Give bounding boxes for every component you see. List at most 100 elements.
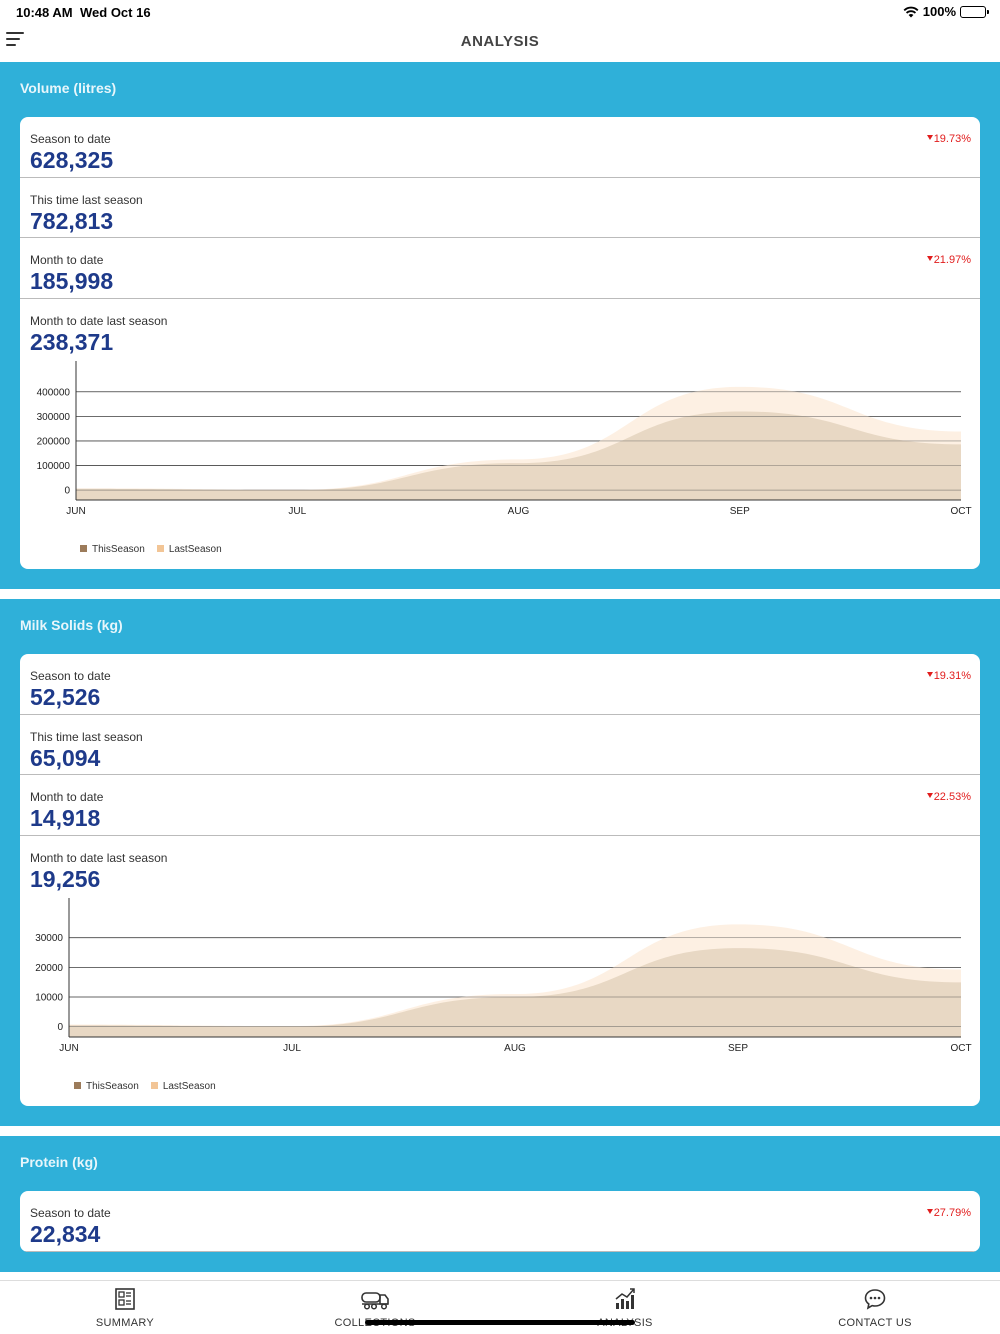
metric-label: Month to date last season xyxy=(30,850,168,865)
x-tick-label: JUL xyxy=(288,506,306,517)
page-title: ANALYSIS xyxy=(460,33,540,50)
x-tick-label: JUN xyxy=(59,1043,78,1054)
metric-value: 14,918 xyxy=(30,805,101,831)
volume-section: Volume (litres) Season to date 628,325 1… xyxy=(0,62,1000,589)
metric-row: This time last season 782,813 xyxy=(20,178,980,238)
legend-item-this-season: ThisSeason xyxy=(74,1081,139,1092)
y-tick-label: 200000 xyxy=(37,436,71,447)
metric-row: Month to date 14,918 22.53% xyxy=(20,775,980,836)
x-tick-label: JUL xyxy=(283,1043,301,1054)
status-right: 100% xyxy=(903,4,989,19)
y-tick-label: 20000 xyxy=(35,963,63,974)
metric-value: 782,813 xyxy=(30,207,114,234)
milk-solids-card: Season to date 52,526 19.31% This time l… xyxy=(20,654,980,1106)
metric-label: Season to date xyxy=(30,132,111,146)
section-title: Milk Solids (kg) xyxy=(20,617,123,633)
legend-label: LastSeason xyxy=(168,543,222,555)
y-tick-label: 30000 xyxy=(35,933,63,944)
change-value: 22.53% xyxy=(933,791,971,803)
change-badge: 21.97% xyxy=(926,254,971,266)
tanker-truck-icon xyxy=(361,1292,389,1310)
y-tick-label: 400000 xyxy=(37,387,71,398)
tab-contact-us[interactable]: CONTACT US xyxy=(750,1281,1000,1334)
y-tick-label: 300000 xyxy=(37,412,71,423)
metric-row: Month to date 185,998 21.97% xyxy=(20,238,980,299)
down-triangle-icon xyxy=(926,793,933,798)
change-value: 19.73% xyxy=(933,133,971,145)
metric-value: 22,834 xyxy=(30,1221,101,1247)
wifi-icon xyxy=(903,6,919,17)
metric-row: Season to date 52,526 19.31% xyxy=(20,654,980,715)
down-triangle-icon xyxy=(926,672,933,677)
metric-row: Season to date 22,834 27.79% xyxy=(20,1191,980,1252)
x-tick-label: SEP xyxy=(730,506,750,517)
x-tick-label: AUG xyxy=(504,1043,526,1054)
change-value: 19.31% xyxy=(933,670,971,682)
x-tick-label: JUN xyxy=(66,506,85,517)
down-triangle-icon xyxy=(926,135,933,140)
metric-label: Season to date xyxy=(30,1206,111,1220)
home-indicator xyxy=(365,1320,635,1325)
change-value: 21.97% xyxy=(933,254,971,266)
metric-row: This time last season 65,094 xyxy=(20,715,980,775)
x-tick-label: OCT xyxy=(950,506,971,517)
metric-label: Month to date xyxy=(30,790,104,804)
metric-value: 19,256 xyxy=(30,865,101,892)
chart-legend: ThisSeason LastSeason xyxy=(20,539,980,559)
section-title: Protein (kg) xyxy=(20,1154,98,1170)
metric-value: 52,526 xyxy=(30,684,101,710)
nav-bar: ANALYSIS xyxy=(0,24,1000,62)
metric-label: Month to date last season xyxy=(30,313,168,328)
tab-label: CONTACT US xyxy=(838,1317,912,1329)
y-tick-label: 0 xyxy=(64,486,70,497)
metric-value: 628,325 xyxy=(30,147,114,173)
status-bar: 10:48 AM Wed Oct 16 100% xyxy=(0,0,1000,24)
metric-label: This time last season xyxy=(30,192,143,207)
metric-row: Month to date last season 19,256 xyxy=(20,836,980,897)
down-triangle-icon xyxy=(926,1209,933,1214)
tab-summary[interactable]: SUMMARY xyxy=(0,1281,250,1334)
chart-legend: ThisSeason LastSeason xyxy=(20,1076,980,1096)
metric-row: Month to date last season 238,371 xyxy=(20,299,980,360)
milk-solids-chart: 0 10000 20000 30000 JUN JUL AUG SEP OCT ThisSeas… xyxy=(20,896,980,1106)
x-tick-label: OCT xyxy=(950,1043,971,1054)
section-title: Volume (litres) xyxy=(20,80,117,96)
y-tick-label: 0 xyxy=(57,1022,63,1033)
bottom-tab-bar: SUMMARY COLLECTIONS ANALYSIS xyxy=(0,1280,1000,1334)
protein-section: Protein (kg) Season to date 22,834 27.79… xyxy=(0,1136,1000,1272)
change-badge: 22.53% xyxy=(926,791,971,803)
milk-solids-area-chart: 0 10000 20000 30000 JUN JUL AUG SEP OCT xyxy=(35,898,972,1054)
metric-value: 65,094 xyxy=(30,744,101,771)
x-tick-label: AUG xyxy=(508,506,530,517)
protein-card: Season to date 22,834 27.79% xyxy=(20,1191,980,1252)
analysis-scroll-view[interactable]: Volume (litres) Season to date 628,325 1… xyxy=(0,62,1000,1280)
legend-item-last-season: LastSeason xyxy=(156,543,222,555)
volume-area-chart: 0 100000 200000 300000 400000 JUN JUL AUG SEP OCT xyxy=(37,361,972,517)
metric-row: Season to date 628,325 19.73% xyxy=(20,117,980,178)
tab-label: SUMMARY xyxy=(95,1317,155,1329)
metric-label: Month to date xyxy=(30,253,104,267)
volume-card: Season to date 628,325 19.73% This time … xyxy=(20,117,980,569)
status-date: Wed Oct 16 xyxy=(80,5,151,20)
chat-bubble-icon xyxy=(864,1289,886,1310)
change-badge: 27.79% xyxy=(926,1207,971,1219)
change-badge: 19.73% xyxy=(926,133,971,145)
battery-percent: 100% xyxy=(922,4,956,19)
milk-solids-section: Milk Solids (kg) Season to date 52,526 1… xyxy=(0,599,1000,1126)
metric-value: 238,371 xyxy=(30,328,114,355)
hamburger-menu-icon[interactable] xyxy=(6,32,26,52)
tab-analysis[interactable]: ANALYSIS xyxy=(500,1281,750,1334)
metric-label: This time last season xyxy=(30,729,143,744)
change-value: 27.79% xyxy=(933,1207,971,1219)
metric-label: Season to date xyxy=(30,669,111,683)
legend-label: ThisSeason xyxy=(86,1080,139,1092)
metric-value: 185,998 xyxy=(30,268,114,294)
summary-icon xyxy=(115,1288,135,1310)
status-time: 10:48 AM xyxy=(16,5,73,20)
tab-collections[interactable]: COLLECTIONS xyxy=(250,1281,500,1334)
battery-icon xyxy=(960,5,989,18)
legend-label: LastSeason xyxy=(162,1080,216,1092)
area-thisseason xyxy=(69,948,961,1037)
bar-chart-icon xyxy=(615,1288,635,1309)
down-triangle-icon xyxy=(926,256,933,261)
